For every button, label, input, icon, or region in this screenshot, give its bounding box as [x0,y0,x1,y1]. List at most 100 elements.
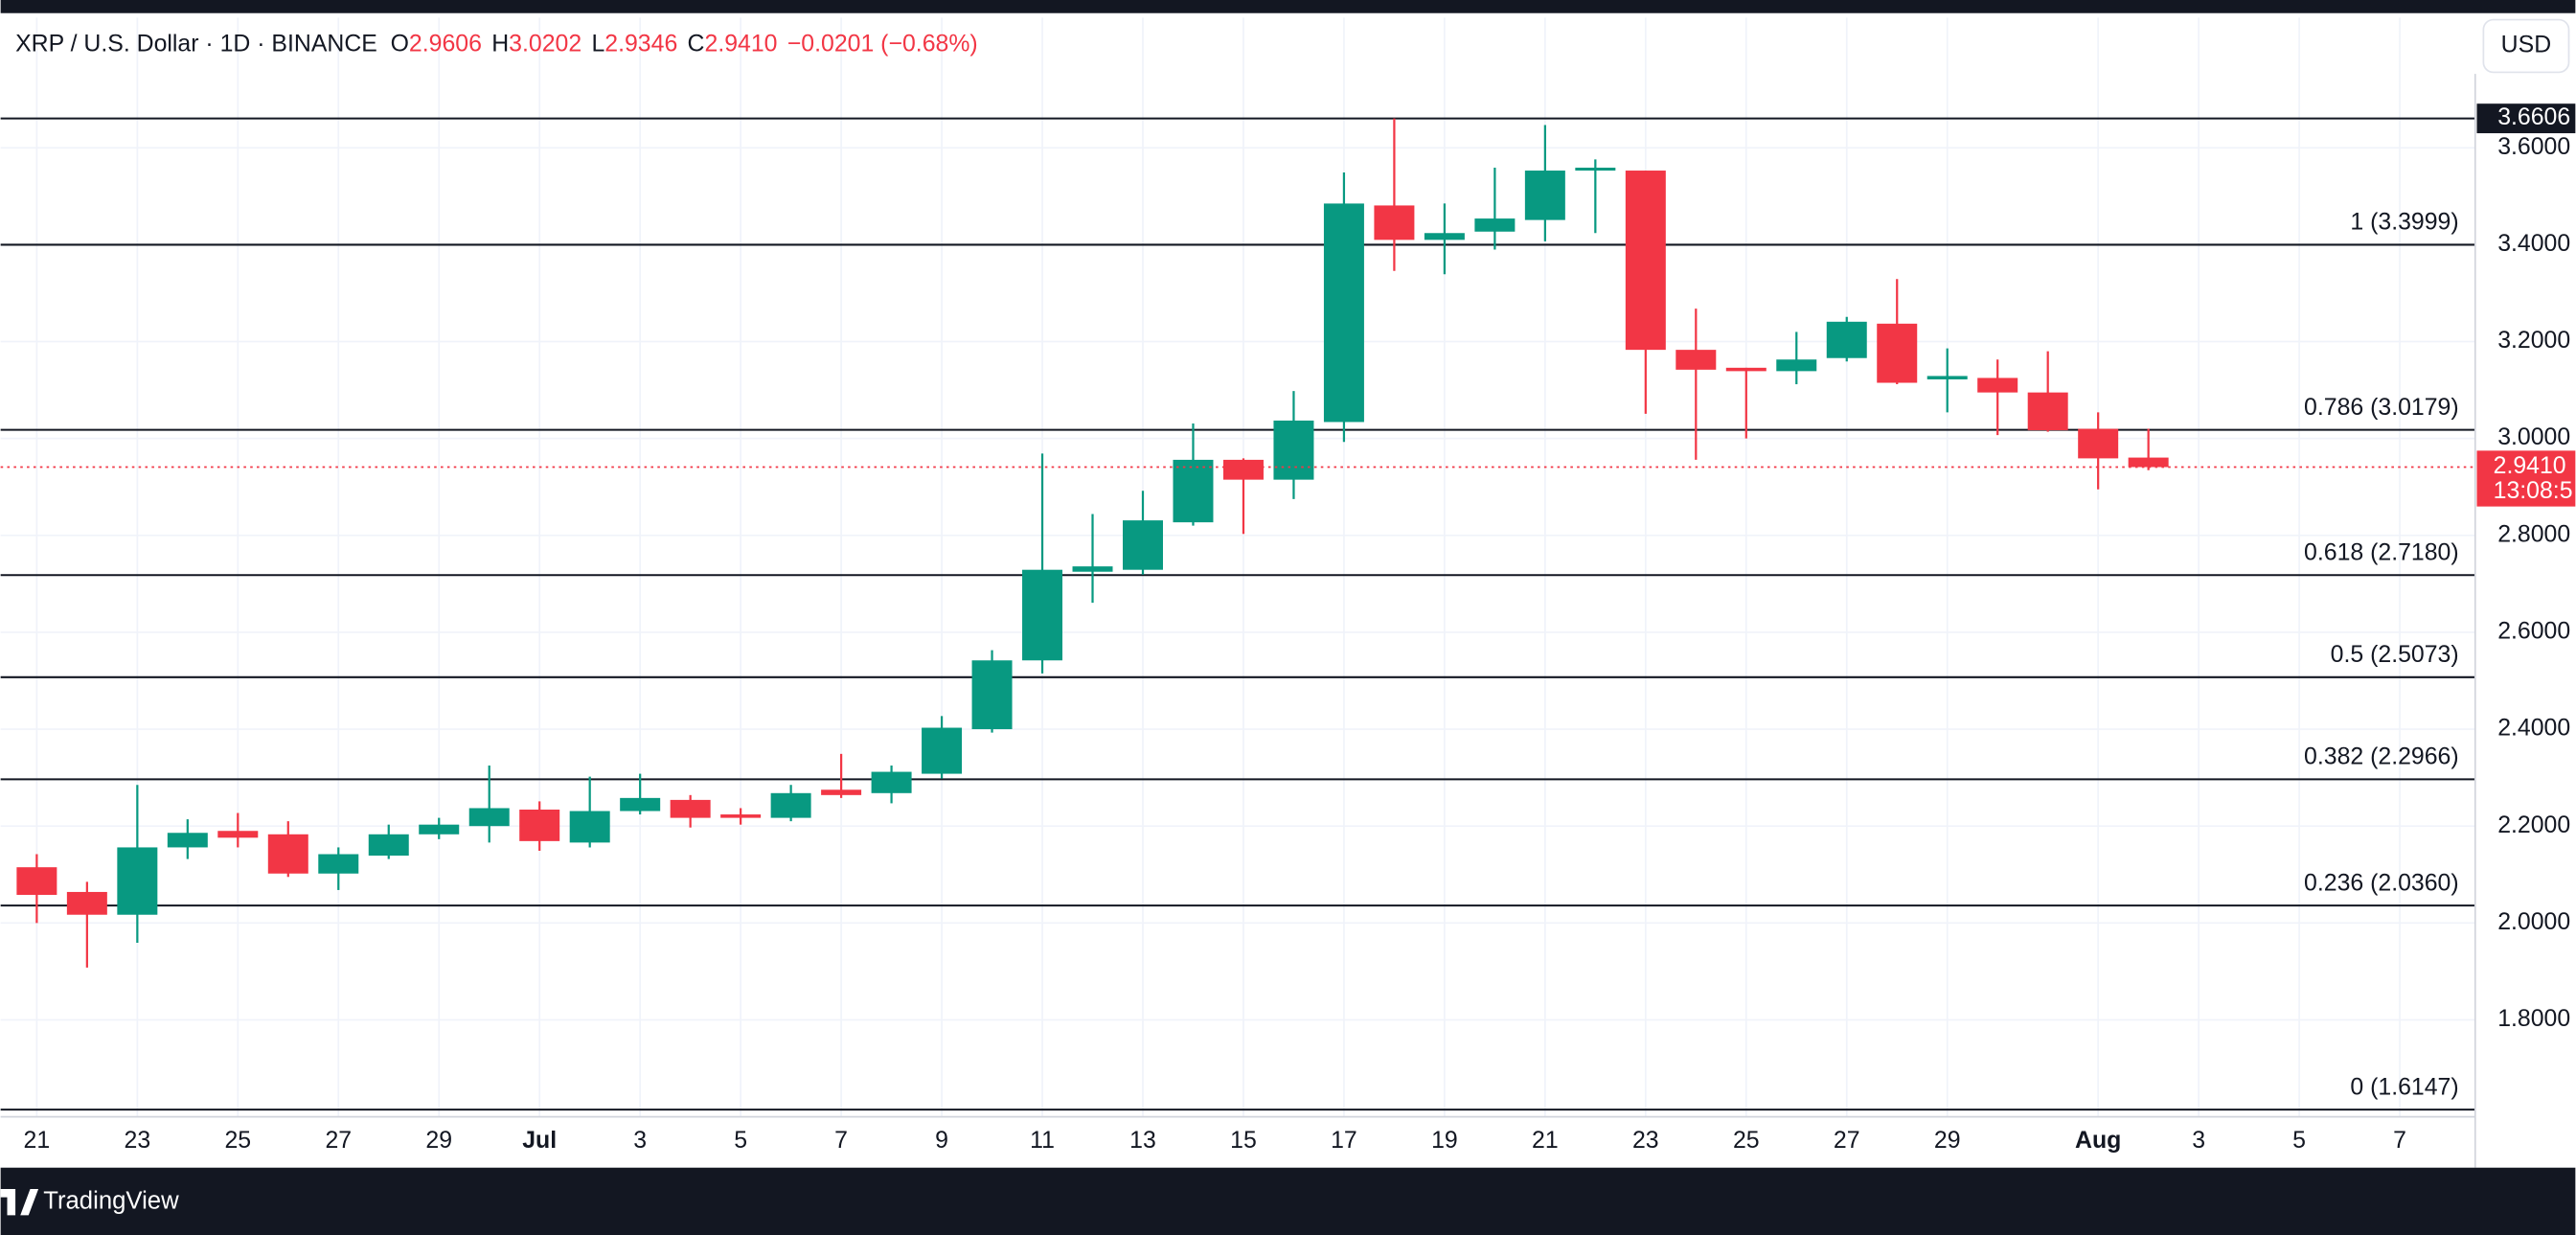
y-tick-label: 2.6000 [2497,618,2570,644]
candle-body [1977,377,2018,393]
x-tick-label: 3 [633,1128,647,1154]
x-tick-label: 9 [935,1128,948,1154]
fib-label: 1 (3.3999) [2350,210,2458,236]
candle-body [1173,459,1214,523]
brand-logo [0,1189,39,1216]
candle-body [2128,457,2169,468]
candle-body [468,808,510,827]
candle-body [1926,376,1968,379]
candle-body [670,799,711,818]
candle-body [770,792,811,818]
high-tag [2476,103,2576,134]
candle-body [1676,350,1717,370]
currency-button[interactable] [2482,18,2570,74]
candle-body [1725,367,1767,372]
candle-body [1524,171,1565,220]
x-tick-label: 27 [325,1128,352,1154]
candle-body [2078,428,2119,459]
ohlc-key: H [491,31,509,57]
footer-bar [0,1167,2576,1235]
candle-body [620,797,661,812]
x-tick-label: 27 [1834,1128,1860,1154]
x-tick-label: 21 [24,1128,51,1154]
candle-body [1575,168,1616,172]
x-tick-label: 11 [1030,1128,1055,1154]
x-tick-label: 23 [1632,1128,1659,1154]
legend-header: XRP / U.S. Dollar · 1D · BINANCE O2.9606 H… [15,31,978,57]
candle-body [117,847,158,915]
y-tick-label: 1.8000 [2497,1006,2570,1032]
currency-label[interactable]: USD [2501,33,2551,58]
candle-body [1776,359,1817,372]
plot [0,117,2475,1111]
candle-body [1374,205,1415,240]
ohlc-value: 3.0202 [509,31,581,57]
candle-body [1273,420,1314,480]
candle-body [217,831,259,838]
ohlc-key: L [591,31,604,57]
candle-body [922,727,963,774]
x-tick-label: Jul [522,1128,557,1154]
candle-body [1625,171,1666,351]
last-price-label: 2.9410 [2494,453,2566,479]
brand-name: TradingView [43,1188,179,1215]
candle-body [971,660,1013,730]
x-tick-label: 19 [1431,1128,1458,1154]
x-tick-label: 7 [834,1128,848,1154]
fib-label: 0.236 (2.0360) [2304,870,2459,896]
last-price-tag [2476,450,2576,507]
y-tick-label: 3.4000 [2497,231,2570,257]
candle-body [1424,233,1465,240]
candle-body [66,891,107,915]
fib-label: 0.618 (2.7180) [2304,540,2459,566]
y-tick-label: 3.2000 [2497,328,2570,354]
x-tick-label: 23 [125,1128,151,1154]
fib-label: 0.786 (3.0179) [2304,395,2459,421]
change-value: −0.0201 (−0.68%) [787,31,978,57]
y-tick-label: 2.0000 [2497,909,2570,935]
grid [0,17,2475,1117]
candle-body [1222,459,1264,480]
y-tick-label: 2.2000 [2497,812,2570,838]
candle-body [368,834,409,857]
ohlc-value: 2.9410 [705,31,778,57]
x-tick-label: Aug [2075,1128,2121,1154]
y-tick-label: 3.6000 [2497,134,2570,160]
ohlc-value: 2.9346 [604,31,677,57]
candle-body [720,814,762,818]
x-tick-label: 15 [1230,1128,1257,1154]
x-tick-label: 3 [2192,1128,2205,1154]
x-tick-label: 25 [1733,1128,1760,1154]
x-tick-label: 17 [1331,1128,1357,1154]
candle-body [419,824,460,835]
candle-body [1474,218,1516,232]
candle-body [1877,323,1918,383]
candle-body [267,834,308,874]
x-tick-label: 21 [1532,1128,1559,1154]
x-tick-label: 25 [224,1128,251,1154]
candle-body [519,809,560,841]
x-tick-label: 13 [1129,1128,1156,1154]
ohlc-key: O [391,31,409,57]
fib-label: 0.382 (2.2966) [2304,744,2459,770]
y-tick-label: 3.0000 [2497,424,2570,450]
x-tick-label: 29 [425,1128,452,1154]
candle-body [167,833,208,848]
candle-body [1072,566,1113,572]
fib-label: 0.5 (2.5073) [2331,642,2459,668]
y-tick-label: 2.4000 [2497,716,2570,742]
candle-body [1123,520,1163,570]
symbol-title: XRP / U.S. Dollar · 1D · BINANCE [15,31,377,57]
candle-body [1022,569,1063,661]
x-tick-label: 7 [2393,1128,2406,1154]
candle-body [1323,203,1364,423]
top-bar [0,0,2576,13]
x-tick-label: 5 [734,1128,747,1154]
countdown-label: 13:08:5 [2494,478,2573,504]
candle-body [821,789,862,795]
candle-body [569,811,610,843]
candle-body [1826,321,1867,358]
high-tag-label: 3.6606 [2497,104,2570,130]
